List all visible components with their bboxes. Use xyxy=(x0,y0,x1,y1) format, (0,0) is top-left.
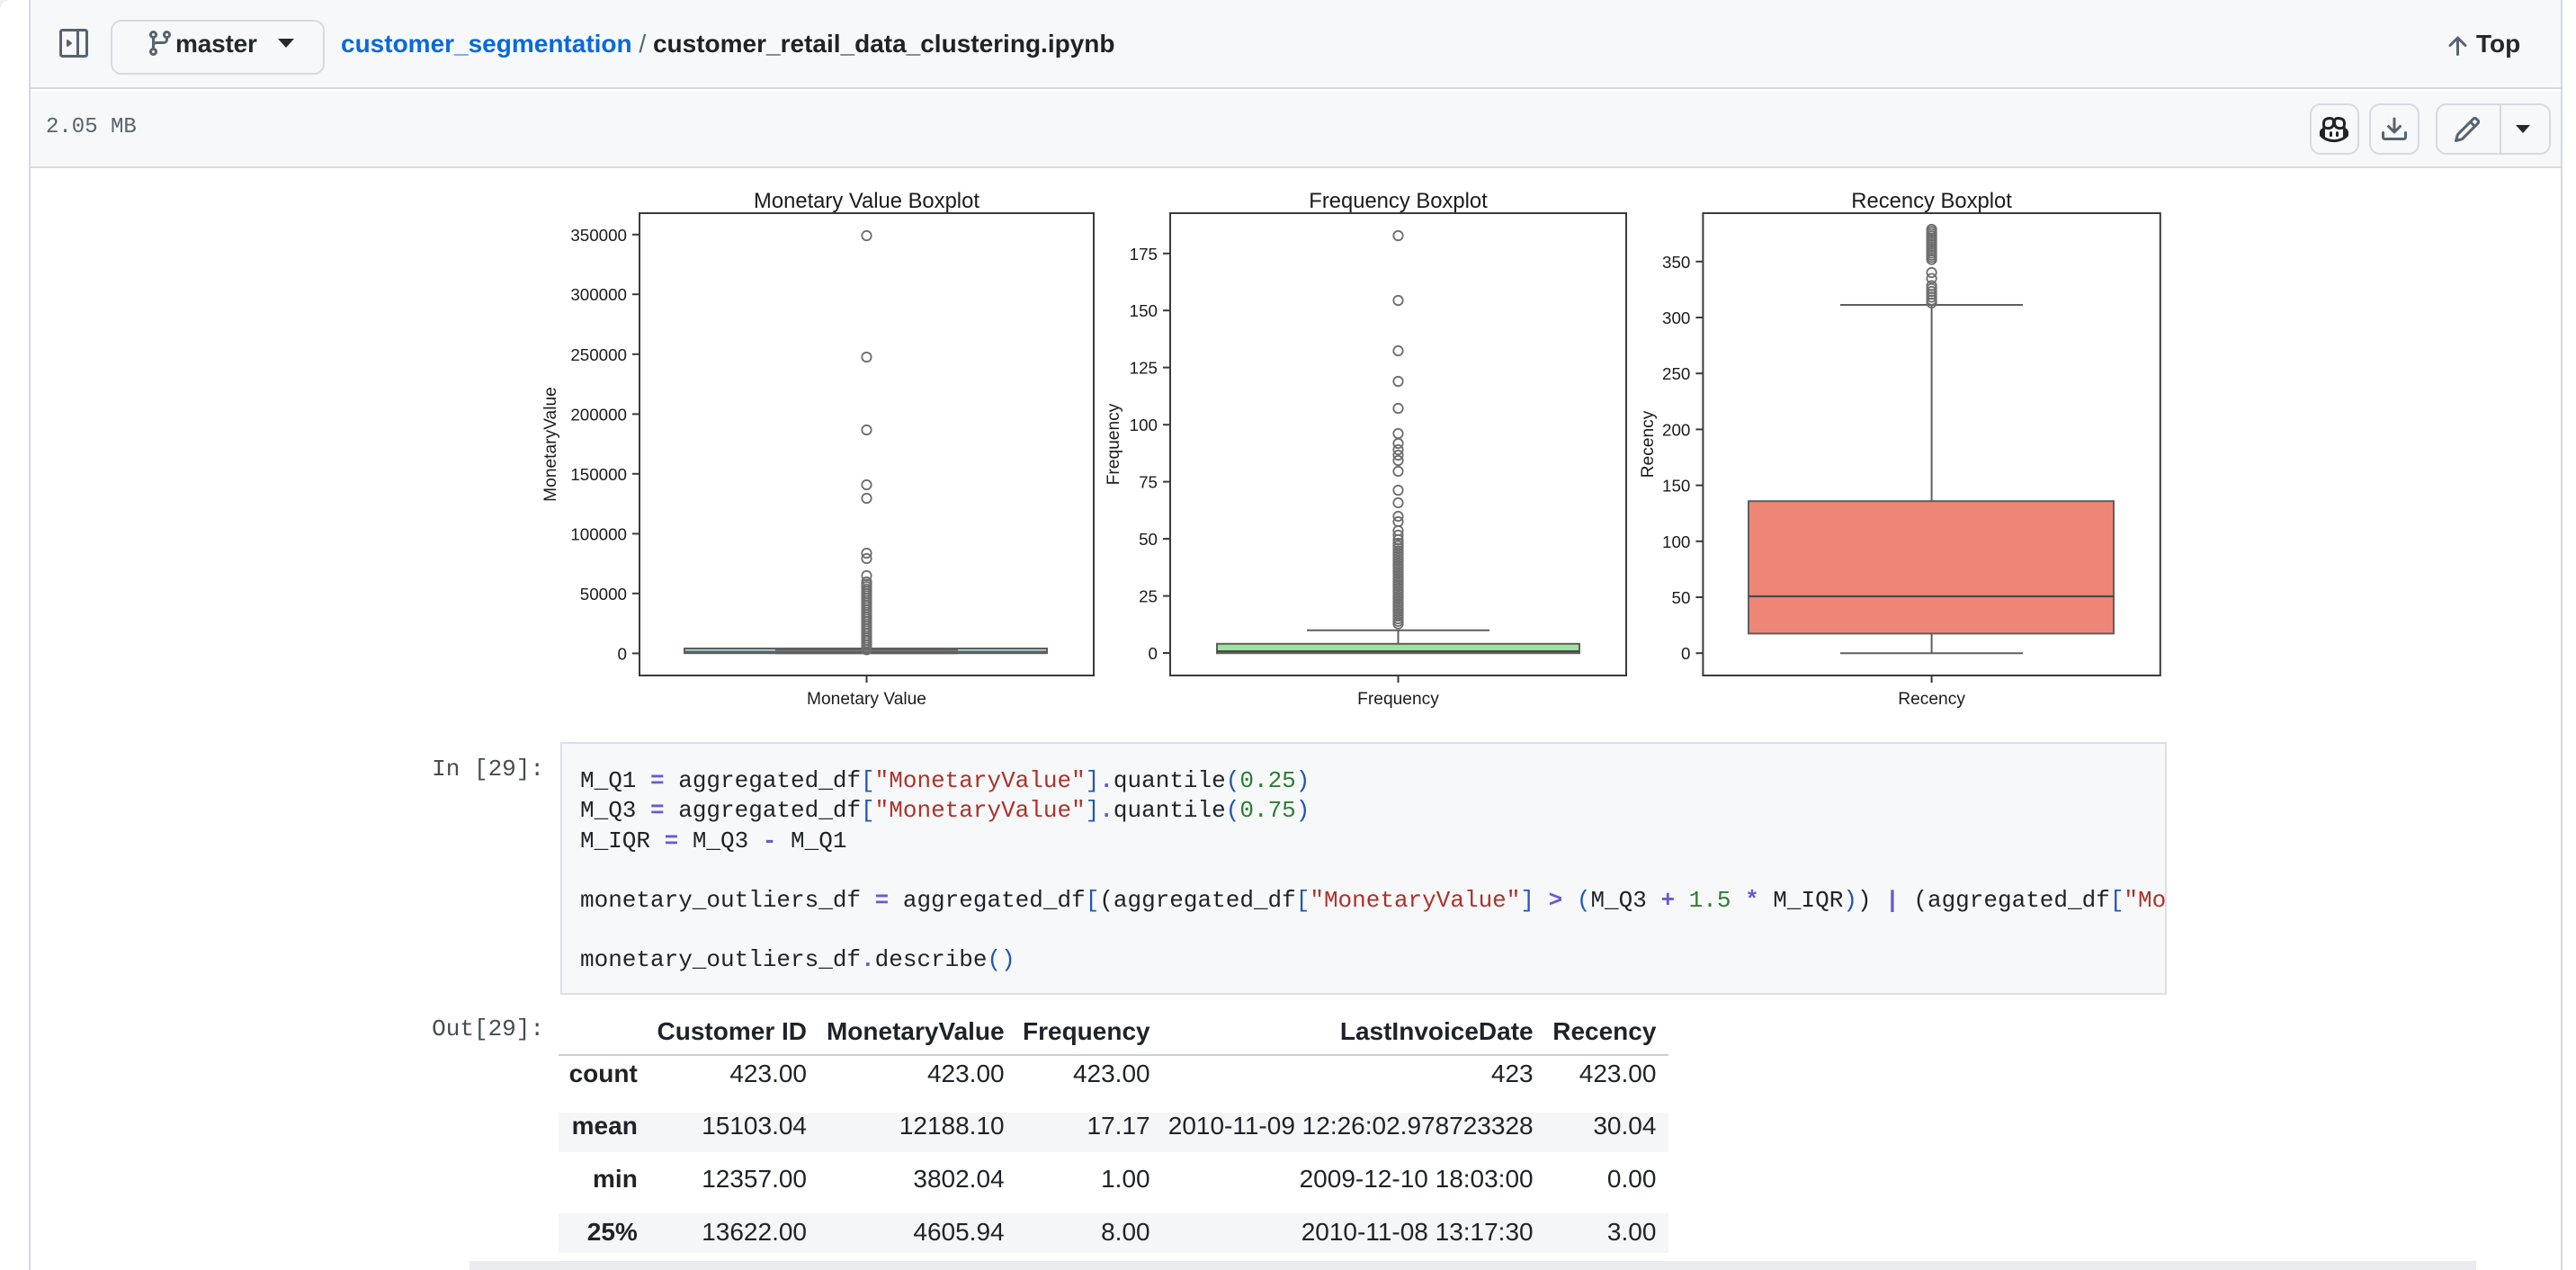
svg-text:150: 150 xyxy=(1662,477,1690,496)
svg-text:125: 125 xyxy=(1130,359,1158,378)
svg-text:150: 150 xyxy=(1130,301,1158,320)
svg-text:100000: 100000 xyxy=(570,524,627,543)
svg-text:100: 100 xyxy=(1662,532,1690,551)
svg-text:Frequency: Frequency xyxy=(1105,403,1123,485)
svg-text:Recency: Recency xyxy=(1898,690,1965,709)
svg-text:Frequency Boxplot: Frequency Boxplot xyxy=(1309,189,1488,213)
svg-text:25: 25 xyxy=(1139,587,1158,606)
svg-text:Recency: Recency xyxy=(1639,410,1658,478)
svg-text:50000: 50000 xyxy=(580,585,627,604)
svg-text:100: 100 xyxy=(1130,416,1158,434)
svg-text:50: 50 xyxy=(1139,530,1158,549)
svg-text:Monetary Value Boxplot: Monetary Value Boxplot xyxy=(754,189,979,213)
svg-text:200: 200 xyxy=(1662,420,1690,439)
svg-text:250: 250 xyxy=(1662,364,1690,383)
svg-text:350000: 350000 xyxy=(570,226,627,245)
svg-text:Recency Boxplot: Recency Boxplot xyxy=(1851,189,2012,213)
svg-text:0: 0 xyxy=(618,644,627,663)
svg-text:200000: 200000 xyxy=(570,405,627,424)
svg-text:75: 75 xyxy=(1139,473,1158,492)
svg-text:250000: 250000 xyxy=(570,345,627,364)
svg-text:150000: 150000 xyxy=(570,465,627,484)
svg-text:175: 175 xyxy=(1130,245,1158,264)
svg-text:0: 0 xyxy=(1681,644,1690,663)
svg-text:0: 0 xyxy=(1149,644,1158,663)
svg-text:50: 50 xyxy=(1672,588,1691,607)
svg-text:MonetaryValue: MonetaryValue xyxy=(541,387,560,502)
svg-text:300: 300 xyxy=(1662,309,1690,327)
svg-text:350: 350 xyxy=(1662,253,1690,272)
svg-text:Monetary Value: Monetary Value xyxy=(807,690,926,709)
svg-text:Frequency: Frequency xyxy=(1357,690,1439,709)
svg-text:300000: 300000 xyxy=(570,285,627,304)
